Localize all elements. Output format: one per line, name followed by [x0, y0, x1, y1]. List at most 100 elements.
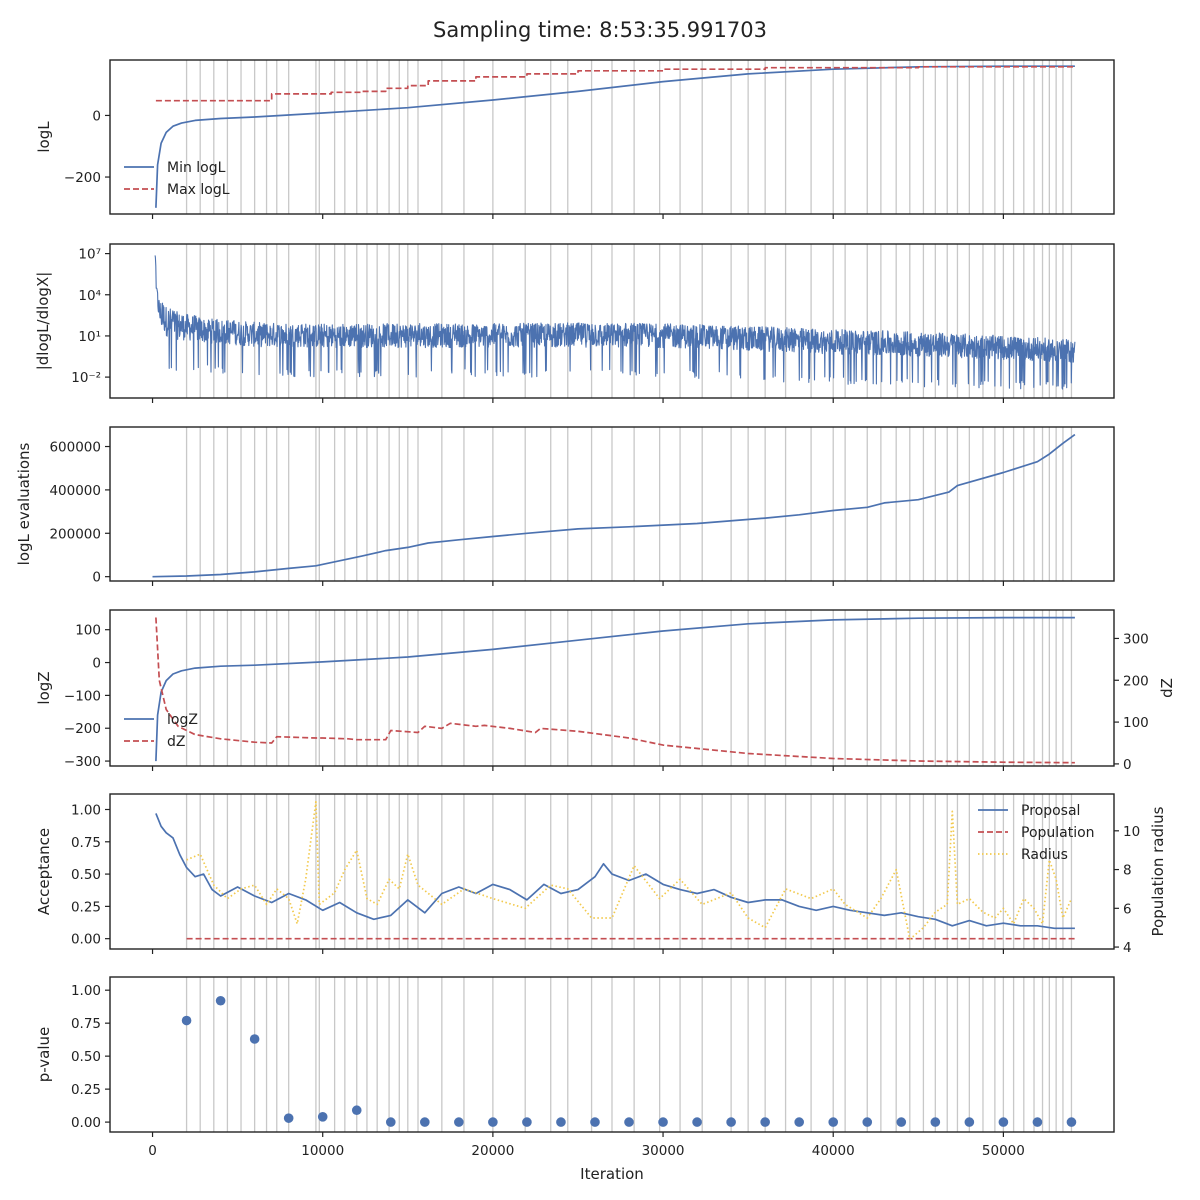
y2-tick-label: 200 [1123, 673, 1149, 689]
y-axis: 0.00 0.25 0.50 0.75 1.00 [71, 803, 110, 948]
y-axis: −300 −200 −100 0 100 [64, 623, 110, 770]
scatter-point [522, 1117, 532, 1127]
iteration-markers [185, 427, 1073, 581]
y-tick-label: 10⁻² [71, 370, 101, 386]
iteration-markers [185, 610, 1073, 766]
iteration-markers [185, 244, 1073, 398]
series-6-1 [181, 995, 1077, 1127]
scatter-point [283, 1113, 294, 1123]
series-2-1 [154, 255, 1076, 390]
legend: Proposal Population Radius [978, 803, 1095, 863]
scatter-point [726, 1117, 736, 1127]
legend: Min logL Max logL [124, 160, 230, 198]
scatter-point [760, 1117, 770, 1127]
y-axis: 0.00 0.25 0.50 0.75 1.00 [71, 983, 110, 1131]
scatter-point [385, 1117, 396, 1127]
y-axis: 0 200000 400000 600000 [49, 440, 110, 586]
panel-4: −300 −200 −100 0 100 logZ 0 100 200 300 dZ logZ dZ [35, 609, 1176, 773]
y-tick-label: 0 [92, 108, 101, 124]
x-tick-label: 20000 [471, 1143, 514, 1159]
x-axis [151, 398, 1004, 403]
scatter-point [556, 1117, 566, 1127]
scatter-point [794, 1117, 804, 1127]
legend-label: Max logL [167, 182, 230, 198]
scatter-point [692, 1117, 702, 1127]
y-tick-label: 0.75 [71, 1016, 101, 1032]
y-axis-label: Acceptance [35, 828, 53, 915]
scatter-point [215, 995, 226, 1006]
legend-label: dZ [167, 734, 185, 750]
panel-1: −200 0 logL Min logL Max logL [35, 59, 1115, 219]
y2-axis: 4 6 8 10 [1114, 824, 1140, 956]
scatter-point [351, 1105, 362, 1116]
panel-2: 10⁻² 10¹ 10⁴ 10⁷ |dlogL/dlogX| [34, 243, 1115, 403]
x-tick-label: 0 [148, 1143, 157, 1159]
y-tick-label: 0 [92, 570, 101, 586]
x-axis [151, 766, 1004, 771]
scatter-point [862, 1117, 873, 1127]
y-axis: 10⁻² 10¹ 10⁴ 10⁷ [71, 247, 110, 386]
scatter-point [658, 1117, 668, 1127]
y2-tick-label: 0 [1123, 757, 1132, 773]
y2-tick-label: 8 [1123, 863, 1132, 879]
x-axis [151, 214, 1004, 219]
x-tick-label: 30000 [642, 1143, 685, 1159]
y2-tick-label: 4 [1123, 940, 1132, 956]
y-tick-label: −300 [64, 754, 101, 770]
y-tick-label: 0.00 [71, 932, 101, 948]
axes-frame [109, 243, 1115, 399]
x-axis: 0 10000 20000 30000 40000 50000 [148, 1132, 1025, 1159]
scatter-point [896, 1117, 907, 1127]
legend-label: Min logL [167, 160, 226, 176]
y-tick-label: −200 [64, 721, 101, 737]
y-tick-label: −200 [64, 170, 101, 186]
scatter-point [1032, 1117, 1043, 1127]
panel-5: 0.00 0.25 0.50 0.75 1.00 Acceptance 4 6 8 10 Popul… [35, 793, 1167, 956]
y-tick-label: 0.25 [71, 899, 101, 915]
x-tick-label: 40000 [812, 1143, 855, 1159]
legend: logZ dZ [124, 712, 198, 750]
scatter-point [964, 1117, 975, 1127]
x-axis [151, 949, 1004, 954]
y2-tick-label: 100 [1123, 715, 1149, 731]
y-axis-label: logL [35, 121, 53, 153]
series-radius [186, 800, 1073, 941]
y-tick-label: 0.50 [71, 867, 101, 883]
y-axis: −200 0 [64, 108, 110, 186]
x-axis-label: Iteration [580, 1165, 644, 1183]
y2-axis-label: dZ [1158, 678, 1176, 698]
iteration-markers [185, 794, 1073, 949]
x-axis [151, 581, 1004, 586]
series-dz [155, 617, 1075, 764]
scatter-point [488, 1117, 498, 1127]
scatter-point [590, 1117, 600, 1127]
iteration-markers [185, 977, 1073, 1132]
legend-label: Proposal [1021, 803, 1080, 819]
page-title: Sampling time: 8:53:35.991703 [433, 18, 767, 42]
y-tick-label: 400000 [49, 483, 101, 499]
scatter-point [998, 1117, 1009, 1127]
scatter-point [828, 1117, 839, 1127]
series-proposal [155, 813, 1075, 930]
y-tick-label: 0.75 [71, 835, 101, 851]
series-logz [155, 616, 1075, 762]
y-tick-label: 600000 [49, 440, 101, 456]
series-min-logl [155, 65, 1075, 208]
scatter-point [317, 1112, 328, 1122]
y2-tick-label: 300 [1123, 631, 1149, 647]
axes-frame [109, 609, 1115, 767]
y-tick-label: 200000 [49, 526, 101, 542]
scatter-point [1066, 1117, 1077, 1127]
axes-frame [109, 59, 1115, 215]
x-tick-label: 50000 [982, 1143, 1025, 1159]
y-axis-label: logZ [35, 671, 53, 704]
scatter-point [249, 1034, 260, 1044]
legend-label: Population [1021, 825, 1095, 841]
y2-axis-label: Population radius [1149, 806, 1167, 936]
scatter-point [930, 1117, 941, 1127]
y-axis-label: |dlogL/dlogX| [34, 272, 52, 371]
y-tick-label: 10⁴ [78, 288, 101, 304]
scatter-point [420, 1117, 430, 1127]
y-tick-label: 10⁷ [78, 247, 101, 263]
y2-axis: 0 100 200 300 [1114, 631, 1149, 773]
